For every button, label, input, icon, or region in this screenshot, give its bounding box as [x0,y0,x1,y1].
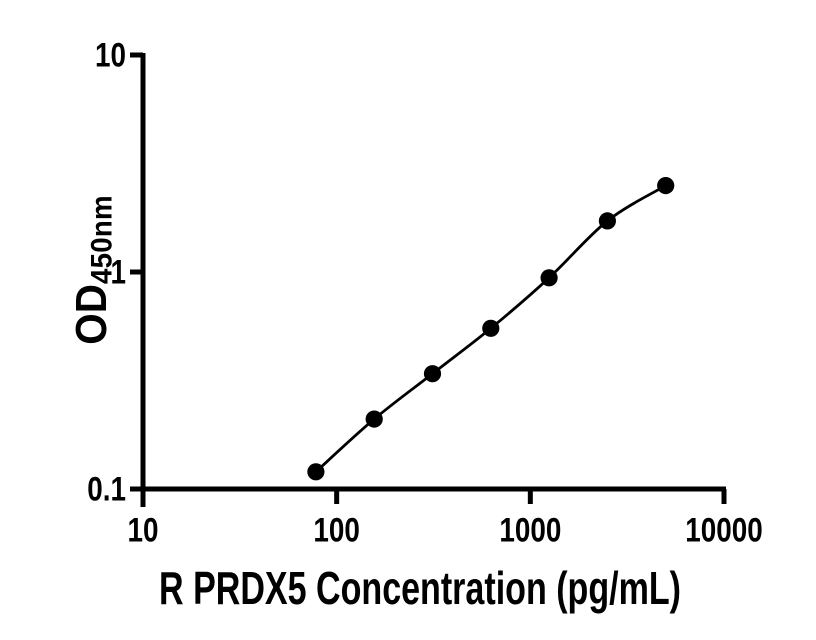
data-point [365,410,383,428]
x-axis-title: R PRDX5 Concentration (pg/mL) [159,562,681,614]
x-tick-label: 10000 [685,511,762,549]
y-tick-label: 1 [110,253,126,291]
y-axis-title-main: OD [67,284,116,345]
y-axis-title-subscript: 450nm [85,195,119,285]
data-point [307,463,325,481]
y-tick-label: 10 [95,36,126,74]
data-point [598,212,617,230]
data-point [540,269,558,287]
data-point [482,319,500,337]
x-tick-label: 100 [313,511,360,549]
data-point [423,365,442,383]
y-tick-label: 0.1 [87,470,126,508]
x-tick-label: 1000 [499,511,561,549]
y-axis-title: OD450nm [67,195,118,345]
data-point [657,177,675,195]
x-tick-label: 10 [127,511,158,549]
